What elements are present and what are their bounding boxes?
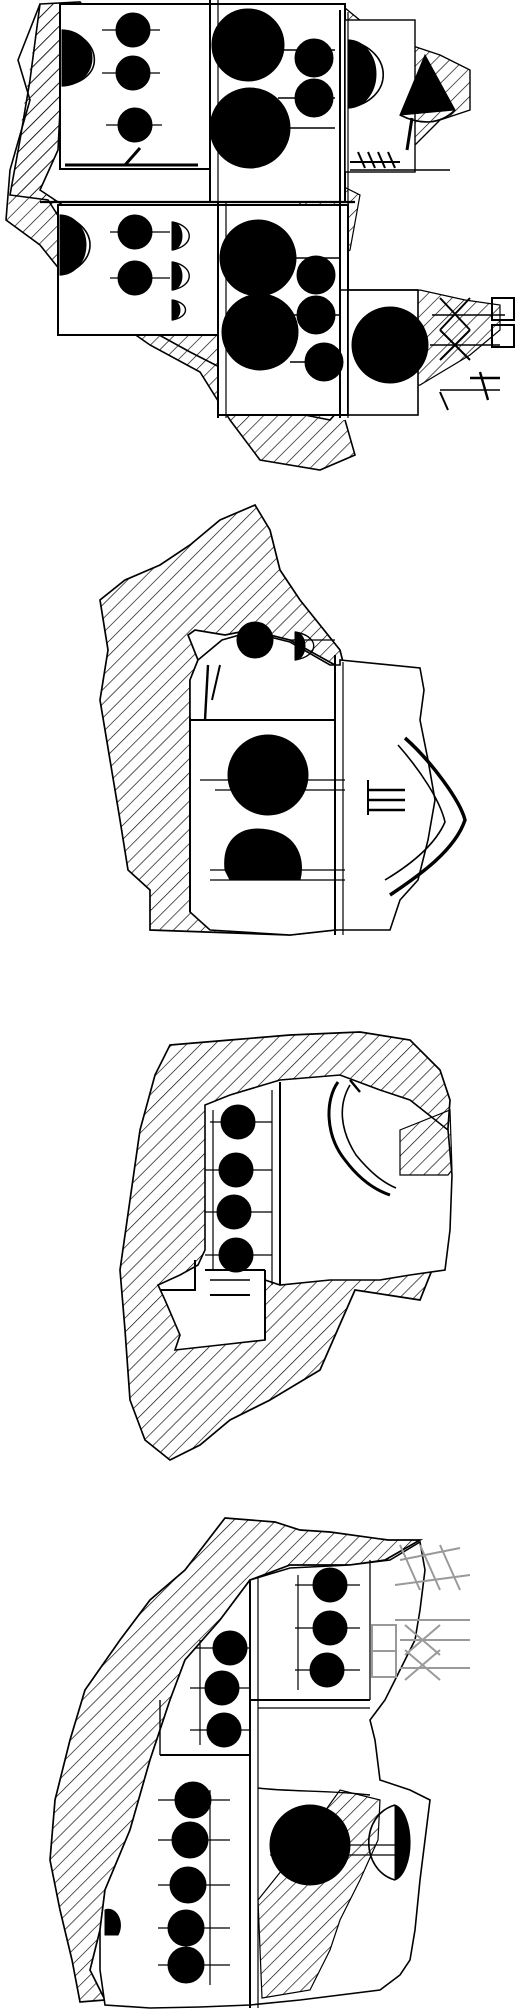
fragment-1-signs xyxy=(59,8,515,411)
fragment-2 xyxy=(99,503,467,936)
fragment-1 xyxy=(5,0,515,471)
fragment-3 xyxy=(119,1031,453,1462)
fragment-4-faint-signs xyxy=(371,1544,471,1681)
fragment-3-signs xyxy=(160,1079,397,1296)
fragment-4-signs xyxy=(104,1544,471,1985)
fragment-4 xyxy=(49,1517,471,2009)
fragment-2-signs xyxy=(200,621,467,897)
